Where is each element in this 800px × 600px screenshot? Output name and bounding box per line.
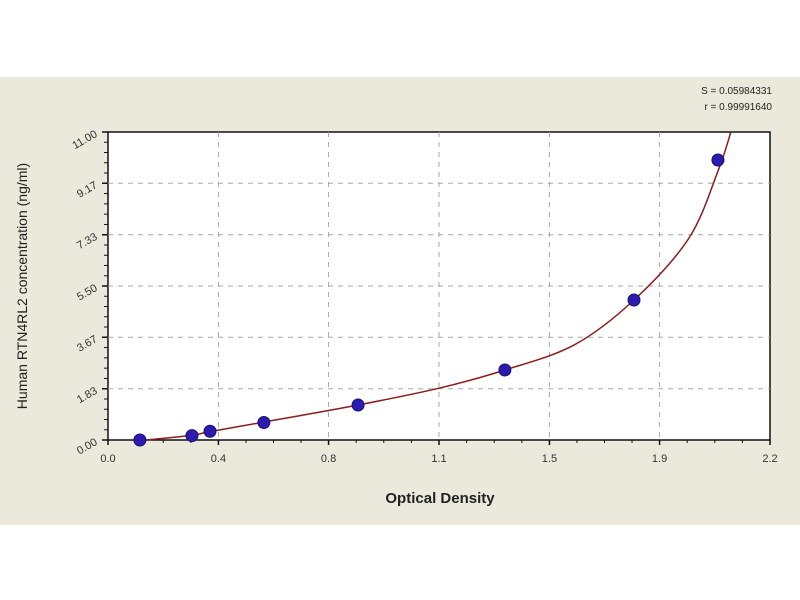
y-tick-label: 9.17 bbox=[75, 179, 100, 200]
y-tick-label: 1.83 bbox=[75, 385, 100, 406]
x-tick-label: 1.9 bbox=[652, 453, 667, 465]
y-tick-label: 0.00 bbox=[75, 436, 100, 457]
annotation-s: S = 0.05984331 bbox=[701, 86, 772, 97]
annotation-r: r = 0.99991640 bbox=[704, 102, 772, 113]
data-point bbox=[257, 416, 271, 429]
y-tick-label: 11.00 bbox=[70, 128, 99, 152]
x-tick-label: 0.4 bbox=[211, 453, 226, 465]
x-tick-label: 0.8 bbox=[321, 453, 336, 465]
data-point bbox=[351, 398, 365, 412]
data-point bbox=[711, 153, 725, 167]
data-point bbox=[203, 424, 217, 438]
y-tick-label: 3.67 bbox=[75, 333, 100, 354]
y-tick-label: 7.33 bbox=[75, 231, 100, 252]
y-tick-label: 5.50 bbox=[75, 282, 100, 303]
data-point bbox=[498, 363, 512, 377]
data-point bbox=[133, 433, 147, 447]
data-point bbox=[627, 293, 641, 307]
x-tick-label: 2.2 bbox=[762, 453, 777, 465]
x-tick-label: 1.5 bbox=[542, 453, 557, 465]
x-tick-label: 0.0 bbox=[100, 453, 115, 465]
x-axis-label: Optical Density bbox=[385, 490, 495, 507]
data-point bbox=[185, 429, 199, 443]
y-axis-label: Human RTN4RL2 concentration (ng/ml) bbox=[14, 163, 30, 409]
x-tick-label: 1.1 bbox=[431, 453, 446, 465]
